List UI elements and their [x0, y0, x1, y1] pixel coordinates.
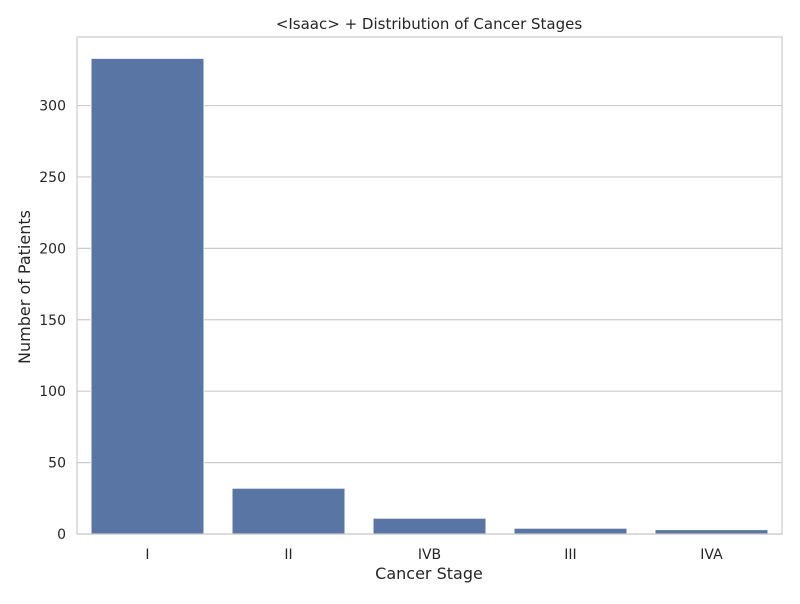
- x-tick-label: III: [564, 547, 576, 563]
- plot-frame: [76, 36, 783, 535]
- chart-title: <Isaac> + Distribution of Cancer Stages: [276, 15, 583, 33]
- x-tick-label: I: [145, 547, 149, 563]
- bar-ii: [231, 487, 346, 535]
- bar-i: [90, 58, 205, 535]
- bar-iii: [513, 527, 628, 535]
- bar-iva: [654, 529, 769, 535]
- y-tick-label: 0: [57, 527, 66, 543]
- y-axis-label: Number of Patients: [15, 210, 34, 364]
- y-tick-label: 150: [39, 313, 66, 329]
- y-tick-label: 250: [39, 170, 66, 186]
- bar-ivb: [372, 517, 487, 535]
- y-tick-label: 300: [39, 99, 66, 115]
- y-tick-label: 200: [39, 241, 66, 257]
- x-axis-label: Cancer Stage: [375, 564, 483, 583]
- x-tick-labels: I II IVB III IVA: [145, 547, 723, 563]
- x-tick-label: IVB: [418, 547, 441, 563]
- y-tick-labels: 0 50 100 150 200 250 300: [39, 99, 66, 543]
- x-tick-label: IVA: [700, 547, 723, 563]
- x-tick-label: II: [284, 547, 292, 563]
- y-tick-label: 100: [39, 384, 66, 400]
- y-tick-label: 50: [48, 456, 66, 472]
